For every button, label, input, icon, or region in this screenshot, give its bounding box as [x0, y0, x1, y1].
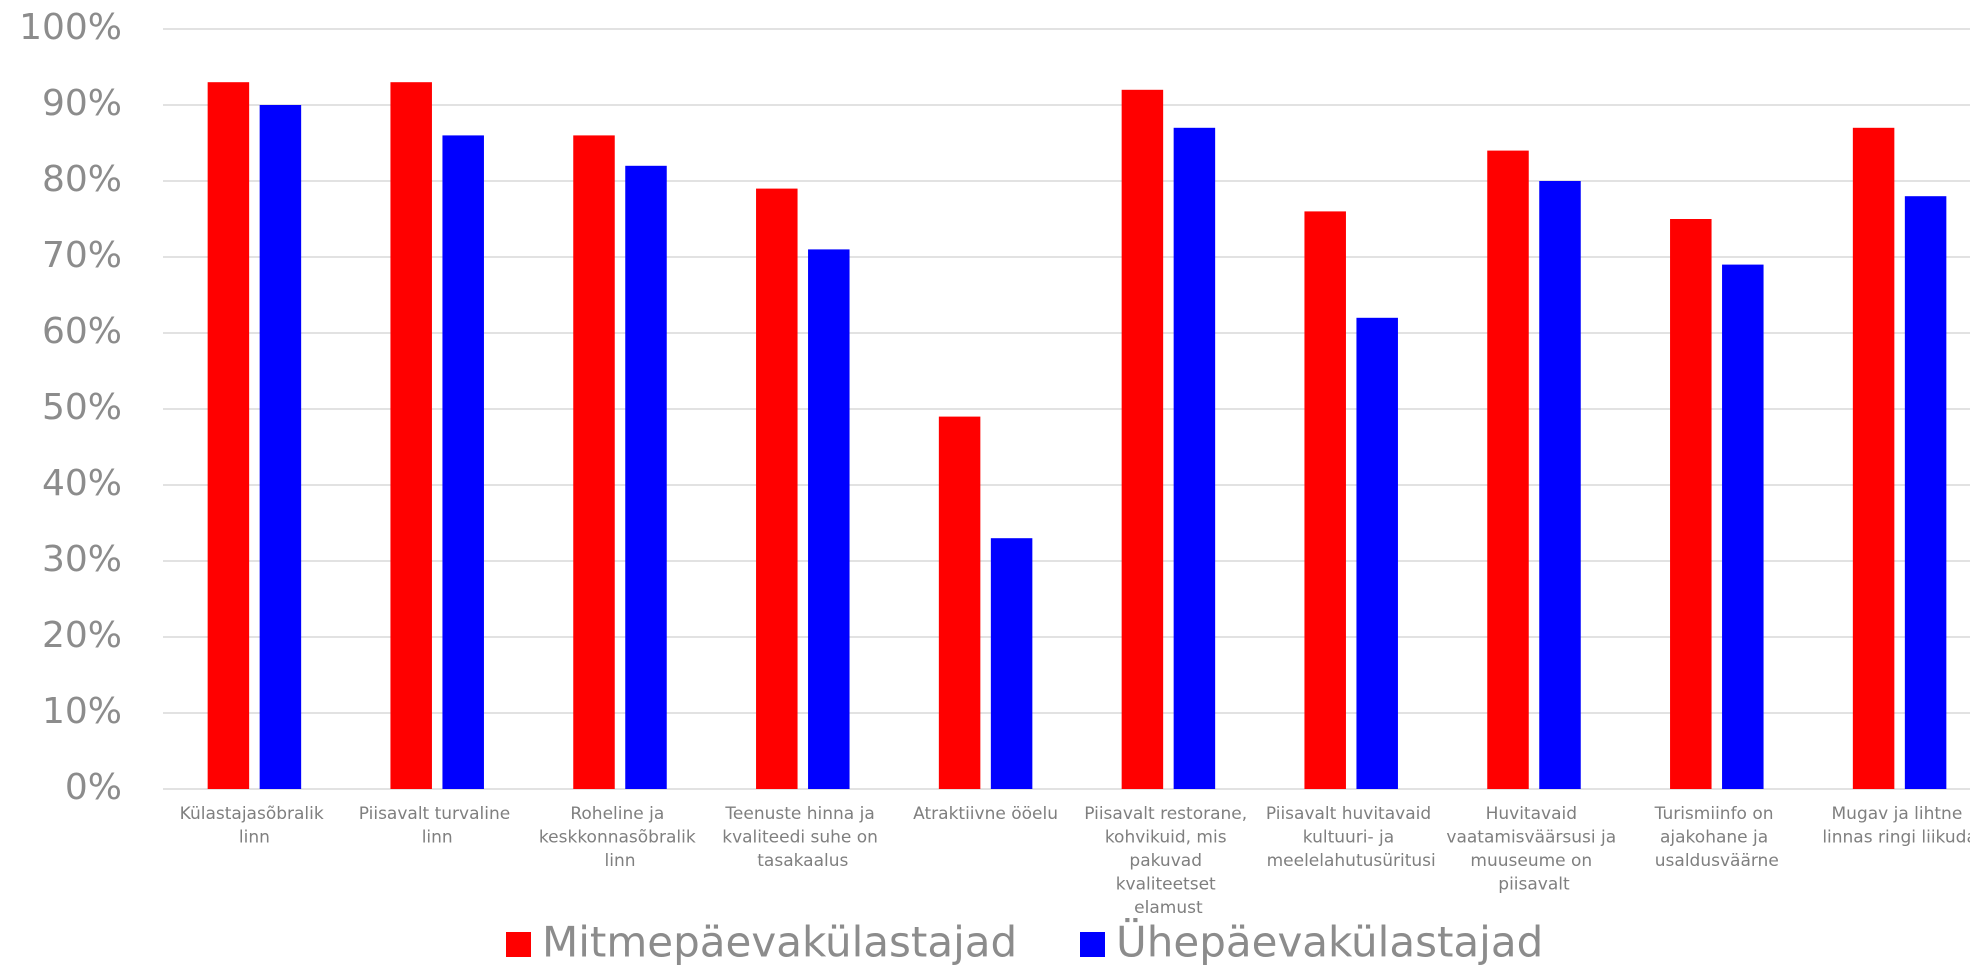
category-line: Külastajasõbralik — [180, 804, 329, 824]
bar — [625, 165, 667, 790]
category-line: linn — [239, 828, 270, 848]
y-tick-label: 60% — [42, 311, 122, 352]
bar — [390, 82, 432, 789]
bar — [207, 82, 250, 789]
category-line: usaldusväärne — [1655, 851, 1779, 871]
category-line: kohvikuid, mis — [1105, 828, 1232, 848]
y-tick-label: 100% — [19, 7, 122, 48]
category-line: pakuvad — [1129, 851, 1207, 871]
category-line: Piisavalt turvaline — [359, 804, 516, 824]
bar — [1487, 150, 1529, 790]
bar — [756, 188, 798, 790]
y-tick-label: 0% — [65, 767, 122, 808]
bar — [990, 538, 1033, 789]
category-line: kvaliteetset — [1116, 875, 1221, 895]
category-line: Piisavalt restorane, — [1084, 804, 1252, 824]
x-tick-label: Piisavalt restorane, kohvikuid, mis paku… — [1084, 804, 1252, 918]
bar — [1670, 219, 1712, 789]
bar — [938, 416, 981, 789]
category-line: Huvitavaid — [1486, 804, 1583, 824]
bar — [808, 249, 850, 789]
category-line: linn — [422, 828, 453, 848]
category-line: Roheline ja — [570, 804, 669, 824]
category-line: Turismiinfo on — [1654, 804, 1779, 824]
x-tick-label: Piisavalt turvaline linn — [359, 804, 516, 848]
bar — [573, 135, 615, 789]
bar — [1852, 127, 1895, 790]
category-line: piisavalt — [1498, 875, 1570, 895]
y-tick-label: 10% — [42, 691, 122, 732]
x-tick-label: Mugav ja lihtne linnas ringi liikuda — [1822, 804, 1970, 848]
category-line: ajakohane ja — [1660, 828, 1774, 848]
category-line: linnas ringi liikuda — [1822, 828, 1970, 848]
y-tick-label: 70% — [42, 235, 122, 276]
y-tick-label: 50% — [42, 387, 122, 428]
x-tick-label: Roheline ja keskkonnasõbralik linn — [539, 804, 701, 871]
category-line: vaatamisväärsusi ja — [1446, 828, 1621, 848]
x-tick-label: Huvitavaid vaatamisväärsusi ja muuseume … — [1446, 804, 1621, 895]
y-tick-label: 80% — [42, 159, 122, 200]
legend-label: Ühepäevakülastajad — [1116, 917, 1543, 967]
category-line: kultuuri- ja — [1303, 828, 1400, 848]
category-line: Atraktiivne ööelu — [913, 804, 1058, 824]
bar — [442, 135, 484, 789]
x-tick-label: Atraktiivne ööelu — [913, 804, 1058, 824]
legend-label: Mitmepäevakülastajad — [542, 918, 1017, 967]
category-line: Teenuste hinna ja — [724, 804, 880, 824]
legend-swatch — [506, 932, 531, 957]
bar — [1173, 127, 1216, 790]
bar — [259, 105, 302, 789]
x-tick-label: Külastajasõbralik linn — [180, 804, 329, 848]
y-tick-label: 30% — [42, 539, 122, 580]
category-line: meelelahutusüritusi — [1267, 851, 1436, 871]
bar — [1121, 89, 1164, 790]
category-line: muuseume on — [1470, 851, 1597, 871]
y-tick-label: 20% — [42, 615, 122, 656]
category-line: tasakaalus — [757, 851, 848, 871]
bar — [1539, 181, 1581, 789]
y-tick-label: 90% — [42, 83, 122, 124]
x-tick-label: Piisavalt huvitavaid kultuuri- ja meelel… — [1266, 804, 1437, 871]
bar — [1722, 264, 1764, 790]
bar — [1356, 317, 1398, 789]
bar — [1904, 196, 1947, 789]
x-tick-label: Teenuste hinna ja kvaliteedi suhe on tas… — [722, 804, 883, 871]
x-tick-label: Turismiinfo on ajakohane ja usaldusväärn… — [1654, 804, 1779, 871]
category-line: Piisavalt huvitavaid — [1266, 804, 1437, 824]
category-line: keskkonnasõbralik — [539, 828, 701, 848]
y-tick-label: 40% — [42, 463, 122, 504]
category-line: elamust — [1134, 898, 1203, 918]
bar — [1304, 211, 1346, 789]
category-line: Mugav ja lihtne — [1832, 804, 1968, 824]
legend-swatch — [1080, 932, 1105, 957]
category-line: kvaliteedi suhe on — [722, 828, 883, 848]
category-line: linn — [605, 851, 636, 871]
